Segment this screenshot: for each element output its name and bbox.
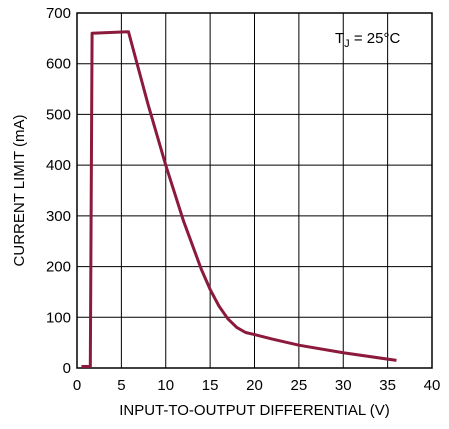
y-tick-label: 600 (46, 56, 71, 73)
plot-frame (76, 12, 433, 369)
y-tick-label: 300 (46, 208, 71, 225)
current-limit-curve (81, 30, 397, 368)
annotation-subscript: J (344, 38, 350, 50)
x-tick-label: 35 (379, 377, 396, 394)
y-axis-ticks: 0 100 200 300 400 500 600 700 (46, 5, 71, 377)
y-tick-label: 500 (46, 106, 71, 123)
x-tick-label: 20 (246, 377, 263, 394)
x-tick-label: 0 (73, 377, 81, 394)
temperature-annotation: TJ = 25°C (335, 30, 400, 50)
x-tick-label: 10 (157, 377, 174, 394)
x-tick-label: 25 (291, 377, 308, 394)
annotation-main: T (335, 30, 344, 47)
x-tick-label: 5 (117, 377, 125, 394)
y-tick-label: 400 (46, 157, 71, 174)
y-tick-label: 200 (46, 259, 71, 276)
x-tick-label: 30 (335, 377, 352, 394)
x-tick-label: 40 (424, 377, 441, 394)
y-tick-label: 100 (46, 309, 71, 326)
x-axis-ticks: 0 5 10 15 20 25 30 35 40 (73, 377, 441, 394)
annotation-rest: = 25°C (350, 30, 401, 47)
x-tick-label: 15 (202, 377, 219, 394)
y-axis-label: CURRENT LIMIT (mA) (11, 115, 28, 267)
grid (76, 12, 433, 369)
y-tick-label: 0 (63, 360, 71, 377)
x-axis-label: INPUT-TO-OUTPUT DIFFERENTIAL (V) (119, 402, 390, 419)
y-tick-label: 700 (46, 5, 71, 22)
